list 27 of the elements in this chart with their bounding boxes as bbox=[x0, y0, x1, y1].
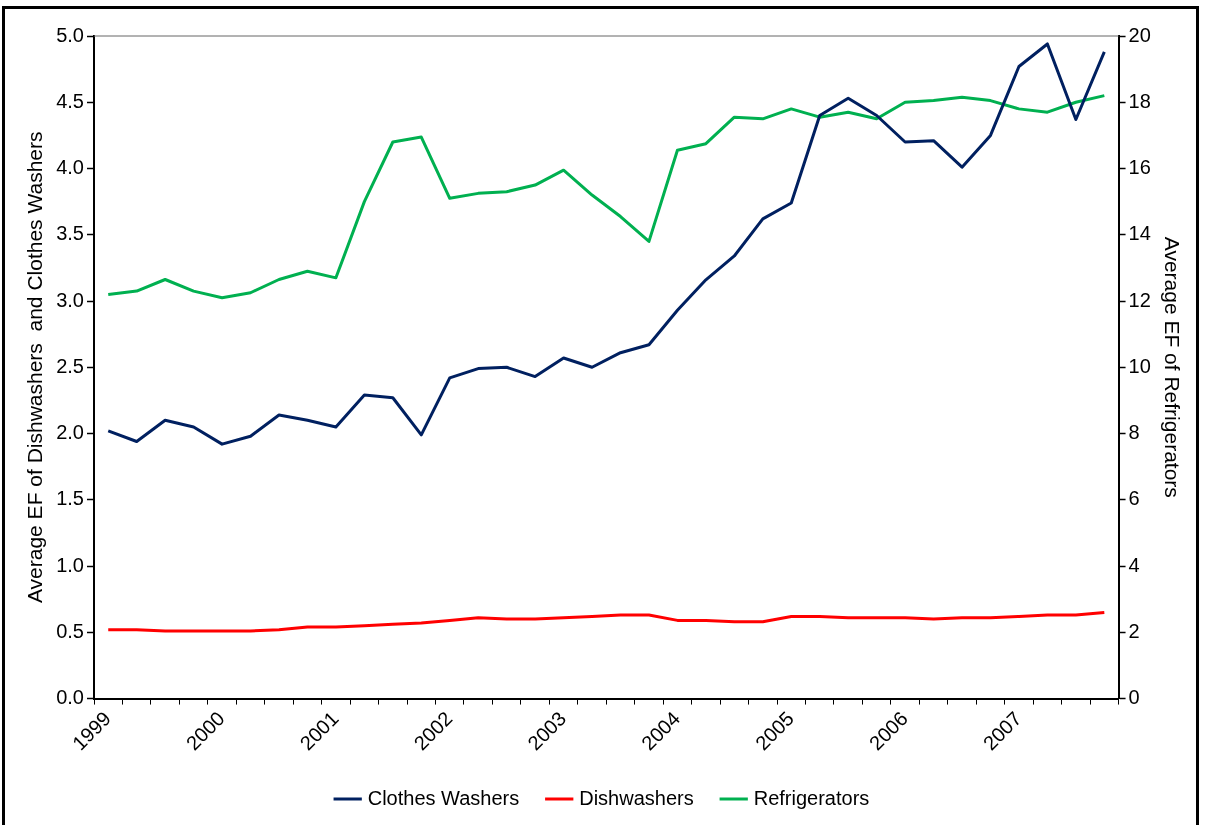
y2-tick-label: 8 bbox=[1128, 421, 1140, 444]
y-tick-label: 1.0 bbox=[56, 553, 84, 576]
y-tick-label: 4.5 bbox=[56, 89, 84, 112]
y-axis-title: Average EF of Dishwashers and Clothes Washers bbox=[23, 131, 47, 604]
y-tick-label: 2.0 bbox=[56, 421, 84, 444]
y-tick-label: 2.5 bbox=[56, 354, 84, 377]
y2-tick-label: 12 bbox=[1128, 288, 1151, 311]
y-tick-label: 0.0 bbox=[56, 686, 84, 709]
y2-tick-label: 18 bbox=[1128, 89, 1151, 112]
y2-tick-label: 16 bbox=[1128, 156, 1151, 179]
legend-label: Dishwashers bbox=[579, 786, 694, 809]
y-tick-label: 3.0 bbox=[56, 288, 84, 311]
y2-axis-title: Average EF of Refrigerators bbox=[1160, 236, 1184, 498]
y2-tick-label: 4 bbox=[1128, 553, 1140, 576]
y-tick-label: 4.0 bbox=[56, 156, 84, 179]
legend-label: Clothes Washers bbox=[367, 786, 520, 809]
y2-tick-label: 10 bbox=[1128, 354, 1151, 377]
y2-tick-label: 6 bbox=[1128, 487, 1140, 510]
y-tick-label: 0.5 bbox=[56, 619, 84, 642]
y-tick-label: 3.5 bbox=[56, 222, 84, 245]
y2-tick-label: 20 bbox=[1128, 23, 1151, 46]
y-tick-label: 5.0 bbox=[56, 23, 84, 46]
y2-tick-label: 14 bbox=[1128, 222, 1151, 245]
y2-tick-label: 0 bbox=[1128, 686, 1140, 709]
legend-label: Refrigerators bbox=[753, 786, 870, 809]
y-tick-label: 1.5 bbox=[56, 487, 84, 510]
y2-tick-label: 2 bbox=[1128, 619, 1140, 642]
